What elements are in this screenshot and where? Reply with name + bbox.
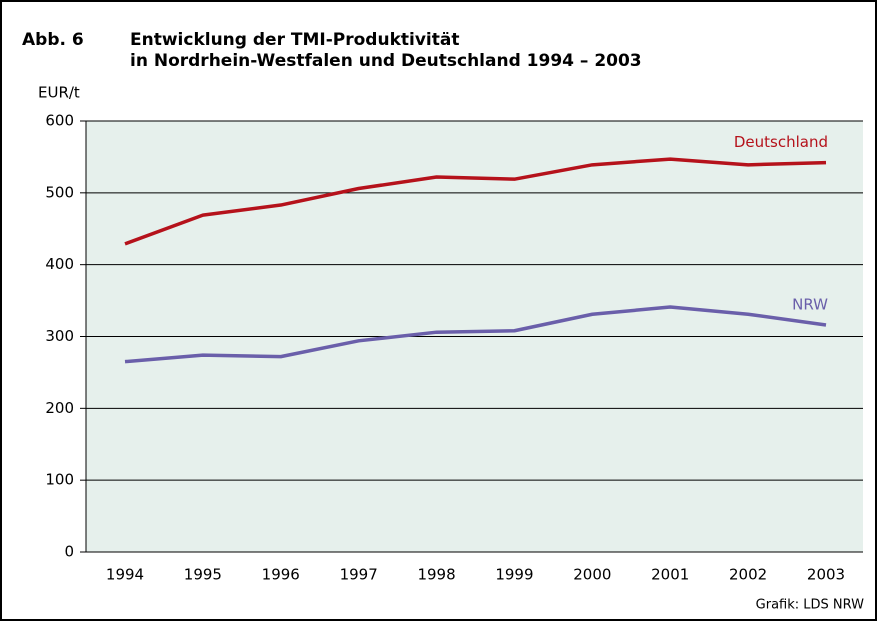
x-tick-label: 1999 (495, 566, 533, 584)
y-tick-label: 100 (45, 471, 74, 489)
x-tick-label: 2003 (807, 566, 845, 584)
x-tick-label: 1994 (106, 566, 144, 584)
y-axis-label: EUR/t (38, 84, 80, 102)
y-tick-label: 200 (45, 399, 74, 417)
y-tick-label: 600 (45, 112, 74, 130)
x-tick-label: 2002 (729, 566, 767, 584)
chart-title: in Nordrhein-Westfalen und Deutschland 1… (130, 51, 642, 71)
y-tick-label: 500 (45, 183, 74, 201)
x-tick-label: 1996 (262, 566, 300, 584)
series-line (124, 305, 827, 364)
chart-title: Entwicklung der TMI-Produktivität (130, 30, 459, 50)
source: Grafik: LDS NRW (756, 598, 864, 613)
x-tick-label: 2000 (573, 566, 611, 584)
series-label: NRW (792, 296, 828, 314)
y-tick-label: 0 (64, 543, 74, 561)
x-tick-label: 2001 (651, 566, 689, 584)
y-tick-label: 300 (45, 327, 74, 345)
figure-label: Abb. 6 (22, 30, 84, 50)
series-label: Deutschland (734, 133, 828, 151)
x-tick-label: 1997 (340, 566, 378, 584)
x-tick-label: 1998 (417, 566, 455, 584)
series-line (124, 157, 827, 246)
y-tick-label: 400 (45, 255, 74, 273)
x-tick-label: 1995 (184, 566, 222, 584)
